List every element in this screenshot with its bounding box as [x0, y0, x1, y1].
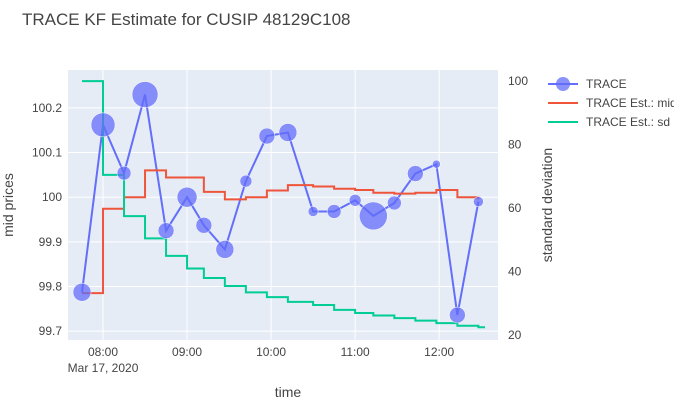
data-point[interactable]: [116, 165, 132, 181]
y-right-tick-label: 80: [508, 138, 522, 152]
y-left-tick-label: 99.7: [39, 324, 63, 338]
y-right-tick-label: 60: [508, 201, 522, 215]
legend: TRACE TRACE Est.: mid TRACE Est.: sd: [548, 77, 674, 129]
data-point[interactable]: [387, 195, 402, 211]
legend-marker: [556, 77, 570, 91]
y-axis-left-title: mid prices: [0, 173, 16, 237]
x-tick-label: 09:00: [172, 345, 202, 359]
y-left-tick-label: 100: [42, 190, 62, 204]
y-axis-right-title: standard deviation: [539, 148, 555, 262]
series-line-trace-est-sd: [82, 80, 485, 329]
data-point[interactable]: [326, 204, 342, 219]
y-right-tick-label: 20: [508, 328, 522, 342]
chart-title: TRACE KF Estimate for CUSIP 48129C108: [22, 10, 351, 29]
legend-label[interactable]: TRACE Est.: mid: [586, 96, 674, 110]
data-point[interactable]: [348, 194, 362, 207]
data-point[interactable]: [157, 222, 175, 239]
plot-area: [68, 70, 498, 340]
legend-label[interactable]: TRACE: [586, 77, 627, 91]
x-tick-label: 12:00: [424, 345, 454, 359]
data-point[interactable]: [407, 165, 424, 182]
data-point[interactable]: [90, 112, 116, 138]
x-tick-label: 10:00: [256, 345, 286, 359]
x-tick-label: 11:00: [341, 345, 370, 359]
data-point[interactable]: [473, 196, 484, 207]
x-tick-label: 08:00: [88, 345, 118, 359]
data-point[interactable]: [449, 306, 466, 324]
legend-label[interactable]: TRACE Est.: sd: [586, 115, 670, 129]
series-line-trace-est-mid: [82, 169, 480, 295]
y-left-tick-label: 99.9: [39, 235, 63, 249]
data-point[interactable]: [307, 206, 319, 217]
x-date-label: Mar 17, 2020: [68, 361, 139, 375]
y-right-tick-label: 100: [508, 74, 528, 88]
data-point[interactable]: [72, 282, 92, 302]
y-right-tick-label: 40: [508, 265, 522, 279]
data-point[interactable]: [215, 240, 235, 259]
data-point[interactable]: [131, 81, 159, 108]
x-axis-title: time: [275, 384, 302, 400]
data-point[interactable]: [176, 186, 198, 208]
y-left-tick-label: 100.2: [32, 101, 62, 115]
data-point[interactable]: [278, 123, 298, 142]
data-point[interactable]: [239, 174, 253, 188]
y-left-tick-label: 100.1: [32, 146, 62, 160]
axes: 99.7 99.8 99.9 100 100.1 100.2 20 40 60 80 100 08:0…: [32, 74, 528, 375]
data-point[interactable]: [432, 159, 441, 169]
y-left-tick-label: 99.8: [39, 279, 63, 293]
plot-series: [72, 80, 485, 329]
data-point[interactable]: [359, 201, 388, 231]
data-point[interactable]: [195, 217, 213, 234]
data-point[interactable]: [258, 127, 276, 145]
